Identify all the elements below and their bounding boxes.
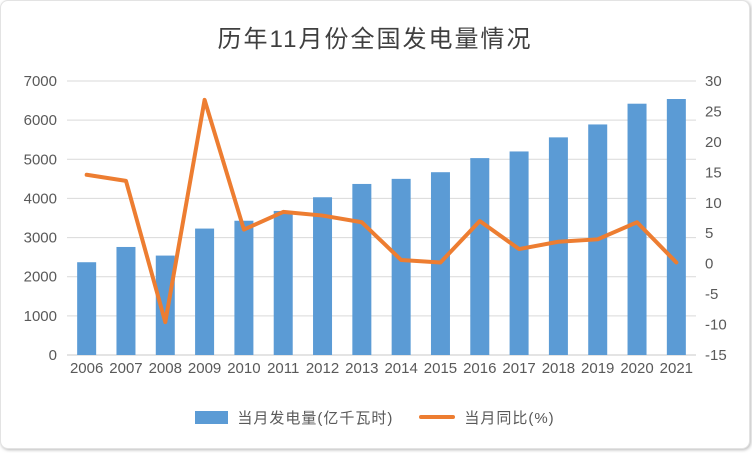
x-axis-tick-label: 2014 [384, 360, 417, 377]
right-axis-tick-label: -10 [705, 317, 727, 334]
right-axis-tick-label: 20 [705, 134, 722, 151]
right-axis-tick-label: 5 [705, 225, 713, 242]
bar-2009 [195, 228, 215, 355]
left-axis-tick-label: 5000 [24, 151, 57, 168]
bar-2017 [509, 151, 529, 355]
right-axis-tick-label: -15 [705, 347, 727, 364]
right-axis-tick-label: 0 [705, 256, 713, 273]
legend-item-yoy: 当月同比(%) [419, 407, 554, 428]
bar-2020 [627, 103, 647, 356]
x-axis-tick-label: 2011 [267, 360, 299, 377]
left-axis-tick-label: 2000 [24, 269, 57, 286]
bar-2014 [391, 178, 411, 355]
bar-2007 [116, 246, 136, 355]
chart-legend: 当月发电量(亿千瓦时) 当月同比(%) [1, 402, 749, 432]
bar-series-swatch-icon [195, 410, 229, 424]
x-axis-tick-label: 2017 [502, 360, 535, 377]
bar-2008 [155, 255, 175, 355]
x-axis-tick-label: 2018 [542, 360, 575, 377]
right-axis-tick-label: -5 [705, 286, 718, 303]
x-axis-tick-label: 2007 [109, 360, 142, 377]
left-axis-tick-label: 1000 [24, 308, 57, 325]
bar-2016 [470, 158, 490, 355]
bar-2012 [313, 197, 333, 355]
right-axis-tick-label: 30 [705, 73, 722, 90]
right-axis-tick-label: 10 [705, 195, 722, 212]
x-axis-tick-label: 2009 [188, 360, 221, 377]
right-axis-tick-label: 15 [705, 164, 722, 181]
x-axis-tick-label: 2006 [70, 360, 103, 377]
x-axis-tick-label: 2013 [345, 360, 378, 377]
x-axis-tick-label: 2019 [581, 360, 614, 377]
x-axis-tick-label: 2020 [620, 360, 653, 377]
left-axis-tick-label: 4000 [24, 190, 57, 207]
chart-title: 历年11月份全国发电量情况 [217, 26, 533, 53]
left-axis-tick-label: 6000 [24, 112, 57, 129]
bar-2021 [666, 99, 686, 356]
right-axis-tick-label: 25 [705, 103, 722, 120]
legend-label-yoy: 当月同比(%) [464, 409, 555, 427]
left-axis-tick-label: 3000 [24, 230, 57, 247]
bar-2011 [273, 210, 293, 355]
x-axis-tick-label: 2008 [149, 360, 182, 377]
x-axis-tick-label: 2012 [306, 360, 339, 377]
x-axis-tick-label: 2010 [227, 360, 260, 377]
bar-2013 [352, 183, 372, 355]
left-axis-tick-label: 0 [49, 347, 57, 364]
line-series-swatch-icon [419, 414, 456, 420]
yoy-line [84, 97, 679, 325]
x-axis-tick-label: 2021 [660, 360, 693, 377]
left-axis-tick-label: 7000 [24, 73, 57, 90]
bar-2018 [548, 137, 568, 355]
legend-label-generation: 当月发电量(亿千瓦时) [237, 409, 394, 427]
bar-2010 [234, 220, 254, 355]
bar-2006 [77, 262, 97, 355]
x-axis-tick-label: 2016 [463, 360, 496, 377]
legend-item-generation: 当月发电量(亿千瓦时) [195, 407, 393, 428]
x-axis-tick-label: 2015 [424, 360, 457, 377]
